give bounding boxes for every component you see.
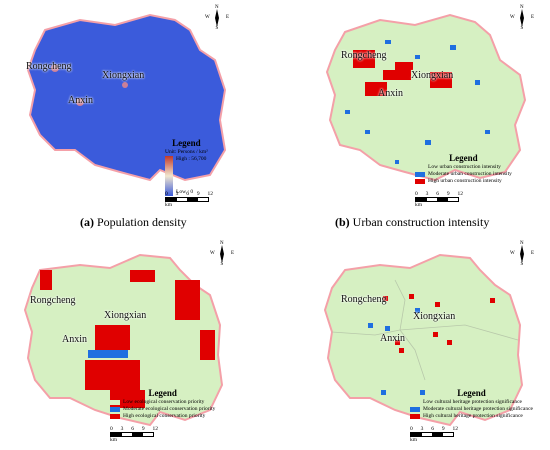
legend-title: Legend — [148, 388, 177, 398]
label-xiongxian: Xiongxian — [411, 70, 454, 81]
legend-ecological: Legend Low ecological conservation prior… — [110, 388, 215, 420]
label-anxin: Anxin — [62, 334, 87, 345]
label-rongcheng: Rongcheng — [341, 294, 387, 305]
density-gradient-bar — [165, 156, 173, 196]
region-boundary — [323, 253, 524, 427]
scale-bar: 0 3 6 9 12 km — [165, 191, 213, 208]
region-boundary — [325, 13, 527, 182]
label-rongcheng: Rongcheng — [30, 295, 76, 306]
legend-title: Legend — [457, 388, 486, 398]
district-lines — [331, 279, 519, 381]
cultural-heritage-map — [323, 253, 524, 427]
moderate-patches — [345, 40, 490, 164]
legend-urban: Legend Low urban construction intensity … — [415, 153, 512, 185]
population-density-map — [26, 13, 227, 182]
legend-low: Low : 0 — [176, 189, 194, 195]
urban-construction-map — [325, 13, 527, 182]
high-intensity-patches — [353, 50, 452, 96]
label-xiongxian: Xiongxian — [104, 310, 147, 321]
caption-a: (a) Population density — [80, 215, 187, 229]
label-xiongxian: Xiongxian — [102, 70, 145, 81]
scale-bar: 0 3 6 9 12 km — [110, 426, 158, 443]
scale-bar: 0 3 6 9 12 km — [415, 191, 463, 208]
moderate-sites — [368, 308, 425, 395]
label-rongcheng: Rongcheng — [26, 61, 72, 72]
label-anxin: Anxin — [68, 95, 93, 106]
label-anxin: Anxin — [378, 88, 403, 99]
label-xiongxian: Xiongxian — [413, 311, 456, 322]
ecological-conservation-map — [23, 253, 224, 427]
legend-high: High : 56,700 — [176, 156, 207, 162]
legend-unit: Unit: Persons / km² — [165, 149, 208, 155]
label-rongcheng: Rongcheng — [341, 50, 387, 61]
scale-bar: 0 3 6 9 12 km — [410, 426, 458, 443]
caption-b: (b) Urban construction intensity — [335, 215, 490, 229]
legend-cultural: Legend Low cultural heritage protection … — [410, 388, 533, 420]
legend-population: Legend Unit: Persons / km² High : 56,700… — [165, 138, 208, 196]
label-anxin: Anxin — [380, 333, 405, 344]
high-sites — [383, 294, 495, 353]
legend-title: Legend — [172, 138, 201, 148]
legend-title: Legend — [449, 153, 478, 163]
region-boundary — [26, 13, 227, 182]
population-hotspots — [51, 64, 128, 106]
